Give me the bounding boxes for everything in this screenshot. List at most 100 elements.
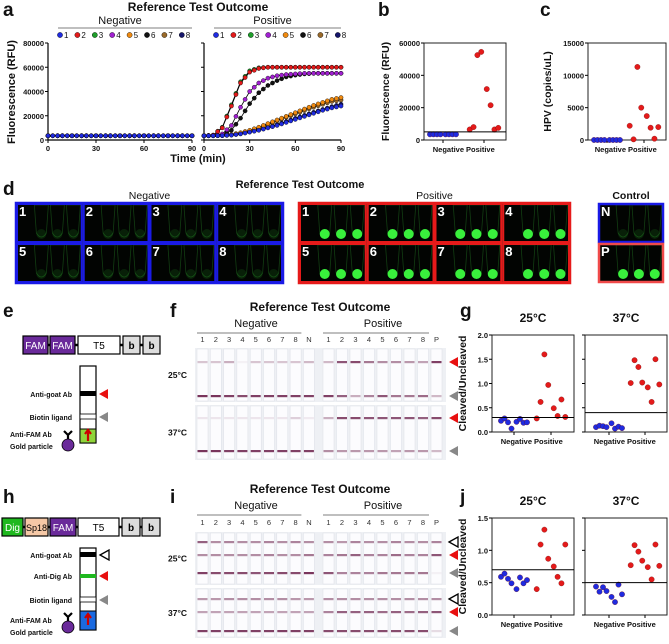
strip-band	[404, 395, 415, 398]
y-axis-label: Cleaved/Uncleaved	[457, 336, 469, 432]
data-point-positive	[558, 396, 565, 403]
test-strip-negative-3	[223, 532, 235, 585]
data-point-2	[329, 64, 335, 70]
tile-label: N	[601, 204, 610, 219]
tube-fluorescence	[268, 229, 279, 239]
row-label-37C: 37°C	[168, 608, 187, 618]
strip-band	[250, 572, 261, 575]
test-strip-negative-2	[210, 588, 222, 638]
strip-band	[277, 554, 288, 557]
strip-band	[404, 554, 415, 557]
strip-band	[404, 598, 415, 601]
strip-band	[290, 395, 301, 398]
strip-band	[303, 395, 314, 398]
tube-fluorescence	[471, 229, 482, 239]
strip-band	[264, 450, 274, 453]
test-strip-negative-8	[289, 348, 302, 402]
tube-fluorescence	[487, 269, 498, 279]
lane-label: 8	[294, 335, 298, 344]
lane-label: 6	[267, 518, 271, 527]
test-strip-positive-1	[322, 348, 335, 402]
data-point-5	[315, 101, 321, 107]
strip-band	[303, 554, 314, 557]
panel-label-e: e	[3, 301, 14, 322]
x-tick-label: 90	[337, 144, 345, 153]
data-point-6	[265, 83, 271, 88]
tube-tile-positive-6	[366, 243, 435, 283]
strip-band	[337, 417, 347, 420]
plot-frame	[584, 334, 668, 433]
strip-band	[210, 417, 221, 420]
reporter-t5: T5	[77, 517, 120, 537]
data-point-1	[64, 133, 70, 139]
strip-band	[418, 361, 428, 364]
tube-icon	[167, 244, 183, 278]
data-point-2	[238, 80, 243, 86]
lane-label: P	[434, 335, 439, 344]
strip-band	[431, 541, 442, 544]
label-anti-goat: Anti-goat Ab	[30, 392, 72, 399]
data-point-positive	[631, 357, 638, 364]
data-point-2	[320, 64, 326, 70]
lane-label: 6	[267, 335, 271, 344]
strip-band	[237, 611, 248, 614]
data-point-4	[320, 71, 326, 76]
strip-band	[277, 417, 288, 420]
data-point-positive	[483, 86, 490, 92]
test-strip-negative-1	[196, 532, 209, 585]
test-strip-negative-3	[223, 348, 235, 402]
biotin-band	[79, 596, 97, 603]
tube-icon	[100, 204, 116, 238]
strip-band	[237, 554, 248, 557]
data-point-positive	[655, 124, 662, 130]
gold-particle-icon	[61, 438, 75, 452]
tube-fluorescence	[52, 229, 63, 239]
strip-band	[210, 395, 221, 398]
y-tick-label: 5000	[567, 104, 584, 113]
data-point-1	[146, 133, 152, 139]
data-point-1	[334, 104, 339, 110]
strip-band	[323, 361, 334, 364]
tube-tile-negative-2	[82, 203, 150, 243]
test-strip-positive-7	[403, 348, 416, 402]
reporter-b: b	[142, 335, 161, 355]
data-point-1	[79, 133, 84, 139]
data-point-4	[302, 71, 307, 76]
x-tick-label-negative: Negative	[501, 620, 532, 629]
data-point-2	[302, 64, 307, 70]
strip-band	[364, 554, 374, 557]
strip-band	[237, 630, 248, 633]
tube-icon	[250, 244, 266, 278]
strip-band	[250, 598, 261, 601]
data-point-1	[132, 133, 137, 139]
data-point-5	[338, 95, 344, 100]
plot-frame	[584, 517, 668, 616]
test-strip-negative-2	[210, 405, 222, 460]
tube-fluorescence	[252, 269, 263, 279]
data-point-positive	[639, 379, 646, 386]
strip-band	[323, 450, 334, 453]
data-point-1	[108, 133, 113, 139]
strip-band	[404, 361, 415, 364]
strip-band	[418, 395, 428, 398]
data-point-1	[160, 133, 166, 139]
lane-label: 4	[240, 518, 244, 527]
strip-band	[337, 450, 347, 453]
legend-marker	[334, 32, 341, 38]
strip-band	[250, 554, 261, 557]
data-point-4	[334, 71, 339, 76]
strip-band	[377, 630, 388, 633]
tube-fluorescence	[403, 269, 414, 279]
strip-band	[210, 361, 221, 364]
legend-label: 7	[324, 31, 329, 40]
tube-icon	[132, 204, 148, 238]
y-tick-label: 2.0	[478, 331, 488, 340]
data-point-1	[55, 133, 60, 139]
strip-band	[377, 395, 388, 398]
legend-label: 4	[272, 31, 277, 40]
tube-fluorescence	[319, 269, 330, 279]
lane-label: 2	[214, 335, 218, 344]
tube-fluorescence	[403, 229, 414, 239]
data-point-positive	[644, 564, 651, 570]
strip-band	[350, 361, 361, 364]
